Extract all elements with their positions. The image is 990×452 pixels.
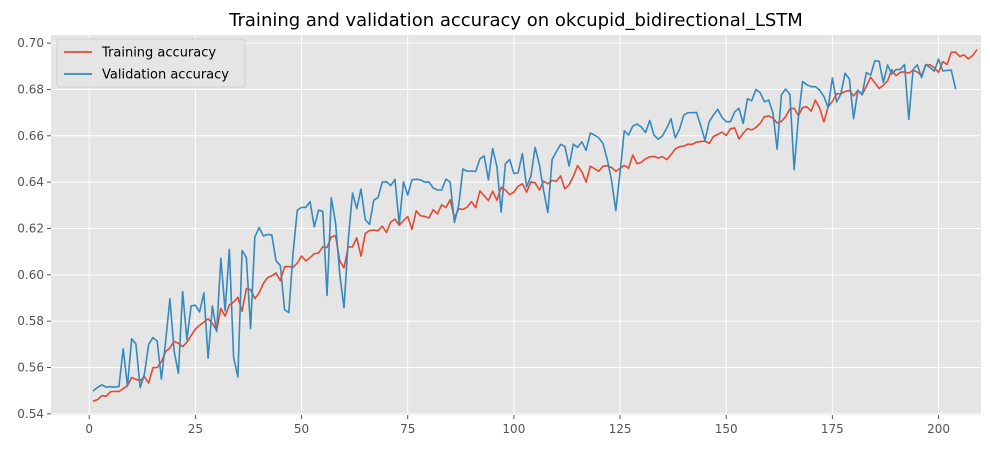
y-tick-label: 0.70: [17, 36, 44, 50]
chart-title: Training and validation accuracy on okcu…: [228, 10, 803, 31]
x-tick-label: 150: [715, 422, 738, 436]
legend-entry-label: Validation accuracy: [102, 68, 229, 83]
x-tick-label: 100: [502, 422, 525, 436]
y-tick-label: 0.64: [17, 175, 44, 189]
x-tick-label: 175: [821, 422, 844, 436]
y-tick-label: 0.60: [17, 268, 44, 282]
y-axis: 0.54 0.56 0.58 0.60 0.62 0.64 0.66 0.68 0.70: [17, 36, 51, 421]
y-tick-label: 0.68: [17, 82, 44, 96]
y-tick-label: 0.62: [17, 221, 44, 235]
x-tick-label: 125: [609, 422, 632, 436]
validation-accuracy-line: [92, 58, 957, 392]
x-tick-label: 50: [294, 422, 309, 436]
legend-entry-label: Training accuracy: [101, 46, 216, 61]
x-tick-label: 0: [85, 422, 93, 436]
x-axis: 0 25 50 75 100 125 150 175 200: [85, 415, 950, 436]
y-tick-label: 0.56: [17, 361, 44, 375]
y-tick-label: 0.58: [17, 314, 44, 328]
legend: Training accuracy Validation accuracy: [56, 38, 246, 88]
plot-area: [51, 35, 981, 415]
x-tick-label: 25: [188, 422, 203, 436]
grid: [51, 35, 981, 415]
y-tick-label: 0.66: [17, 129, 44, 143]
series-lines: [92, 49, 978, 402]
x-tick-label: 200: [927, 422, 950, 436]
y-tick-label: 0.54: [17, 407, 44, 421]
x-tick-label: 75: [400, 422, 415, 436]
legend-box: [56, 38, 246, 88]
